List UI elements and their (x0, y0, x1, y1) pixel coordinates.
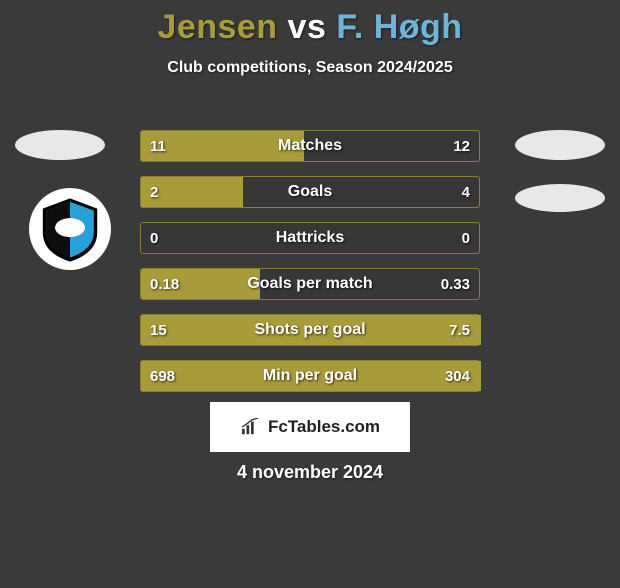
stats-container: 1112Matches 24Goals 00Hattricks 0.180.33Goa… (140, 130, 480, 406)
branding-badge: FcTables.com (210, 402, 410, 452)
stat-label: Shots per goal (140, 314, 480, 346)
stat-row: 157.5Shots per goal (140, 314, 480, 346)
player2-club-avatar (515, 184, 605, 212)
comparison-title: Jensen vs F. Høgh (0, 8, 620, 47)
stat-row: 1112Matches (140, 130, 480, 162)
stat-row: 0.180.33Goals per match (140, 268, 480, 300)
player2-avatar (515, 130, 605, 160)
stat-row: 24Goals (140, 176, 480, 208)
player1-club-badge (29, 188, 111, 270)
player1-name: Jensen (157, 8, 277, 46)
player2-name: F. Høgh (336, 8, 462, 46)
stat-label: Min per goal (140, 360, 480, 392)
stat-label: Hattricks (140, 222, 480, 254)
chart-icon (240, 418, 262, 436)
vs-text: vs (288, 8, 327, 46)
stat-row: 00Hattricks (140, 222, 480, 254)
stat-label: Goals per match (140, 268, 480, 300)
stat-label: Goals (140, 176, 480, 208)
date-text: 4 november 2024 (0, 462, 620, 483)
branding-text: FcTables.com (268, 417, 380, 437)
subtitle: Club competitions, Season 2024/2025 (0, 59, 620, 77)
shield-icon (36, 195, 104, 263)
player1-avatar (15, 130, 105, 160)
stat-label: Matches (140, 130, 480, 162)
stat-row: 698304Min per goal (140, 360, 480, 392)
